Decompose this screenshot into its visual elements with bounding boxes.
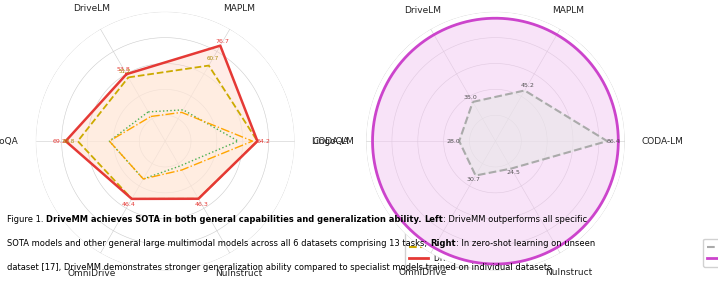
Text: Figure 1.: Figure 1. (7, 215, 46, 224)
Text: NuInstruct: NuInstruct (215, 269, 263, 278)
Polygon shape (460, 91, 607, 176)
Text: 46.4: 46.4 (121, 202, 136, 207)
Text: dataset [17], DriveMM demonstrates stronger generalization ability compared to s: dataset [17], DriveMM demonstrates stron… (7, 263, 554, 272)
Text: Right: Right (430, 239, 455, 248)
Text: DriveLM: DriveLM (73, 4, 110, 14)
Text: DriveMM achieves SOTA in both general capabilities and generalization ability.: DriveMM achieves SOTA in both general ca… (46, 215, 421, 224)
Text: 51.2: 51.2 (118, 69, 131, 74)
Text: : DriveMM outperforms all specific: : DriveMM outperforms all specific (443, 215, 587, 224)
Text: SOTA models and other general large multimodal models across all 6 datasets comp: SOTA models and other general large mult… (7, 239, 430, 248)
Text: Left: Left (424, 215, 443, 224)
Text: 60.7: 60.7 (207, 56, 219, 61)
Text: 69.2: 69.2 (52, 138, 67, 144)
Legend: Specialist to BDD-X, DriveMM (Ours) to BDD-X: Specialist to BDD-X, DriveMM (Ours) to B… (703, 239, 718, 267)
Text: 24.5: 24.5 (507, 170, 521, 175)
Text: LingoQA: LingoQA (0, 137, 18, 146)
Text: NuInstruct: NuInstruct (545, 268, 592, 277)
Text: 30.7: 30.7 (466, 177, 480, 182)
Text: 64.2: 64.2 (257, 138, 271, 144)
Text: 76.7: 76.7 (215, 39, 230, 44)
Text: MAPLM: MAPLM (553, 6, 584, 14)
Text: 53.8: 53.8 (117, 67, 131, 72)
Polygon shape (373, 18, 618, 264)
Text: MAPLM: MAPLM (223, 4, 255, 14)
Text: DriveLM: DriveLM (404, 6, 441, 14)
Text: 35.0: 35.0 (463, 95, 477, 100)
Legend: GPT-4o, LLaVA-OneVision, Specialist, DriveMM (Ours): GPT-4o, LLaVA-OneVision, Specialist, Dri… (406, 216, 503, 267)
Text: OmniDrive: OmniDrive (398, 268, 447, 277)
Text: CODA-LM: CODA-LM (312, 137, 355, 146)
Text: 60.8: 60.8 (63, 138, 75, 144)
Text: 28.0: 28.0 (447, 138, 461, 144)
Text: 45.2: 45.2 (521, 83, 534, 88)
Text: : In zero-shot learning on unseen: : In zero-shot learning on unseen (455, 239, 595, 248)
Text: CODA-LM: CODA-LM (642, 137, 684, 146)
Text: 86.4: 86.4 (607, 138, 621, 144)
Polygon shape (78, 66, 258, 199)
Polygon shape (65, 46, 258, 199)
Text: OmniDrive: OmniDrive (67, 269, 116, 278)
Text: LingoQA: LingoQA (312, 137, 349, 146)
Text: 46.3: 46.3 (195, 202, 209, 207)
